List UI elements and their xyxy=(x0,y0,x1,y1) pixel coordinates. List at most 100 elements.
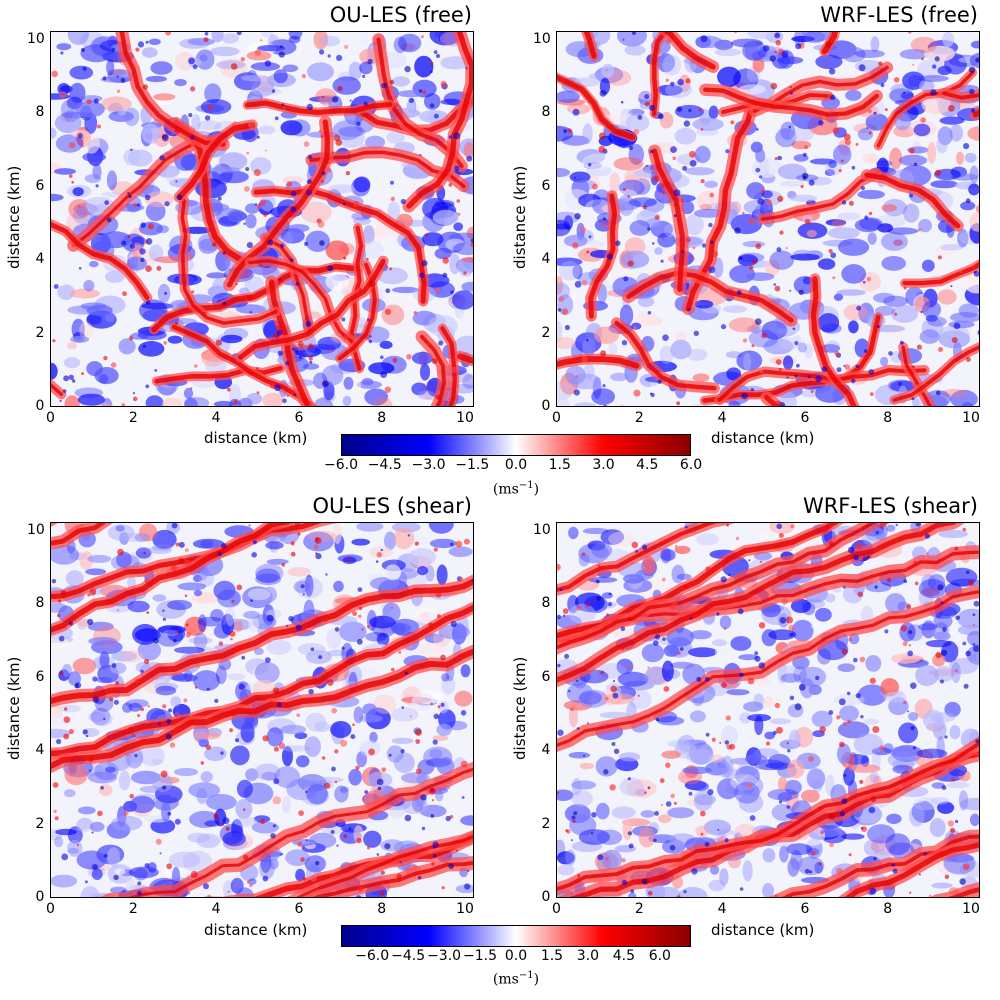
field-speckle xyxy=(390,196,395,202)
field-speckle xyxy=(330,830,335,834)
field-blob xyxy=(662,54,682,76)
field-speckle xyxy=(788,624,795,632)
field-blob xyxy=(761,320,788,340)
field-speckle xyxy=(600,670,604,675)
field-speckle xyxy=(432,739,438,745)
field-speckle xyxy=(178,557,184,564)
field-blob xyxy=(54,836,64,848)
field-blob xyxy=(734,781,760,804)
field-speckle xyxy=(142,84,148,90)
field-speckle xyxy=(765,199,773,206)
field-blob xyxy=(817,648,832,665)
field-speckle xyxy=(823,65,826,69)
field-speckle xyxy=(183,698,188,703)
field-speckle xyxy=(652,640,659,646)
field-blob xyxy=(825,774,835,797)
field-speckle xyxy=(962,863,970,871)
field-speckle xyxy=(321,95,325,99)
field-speckle xyxy=(660,259,664,263)
field-speckle xyxy=(243,854,249,860)
field-blob xyxy=(780,665,795,674)
field-speckle xyxy=(175,630,179,634)
field-blob xyxy=(694,794,716,806)
field-blob xyxy=(360,32,369,48)
field-blob xyxy=(608,342,618,356)
field-speckle xyxy=(950,827,956,833)
y-tick-label: 10 xyxy=(533,521,551,538)
field-blob xyxy=(710,865,720,875)
panel-title: WRF-LES (free) xyxy=(820,3,978,27)
field-blob xyxy=(848,320,859,334)
field-blob xyxy=(188,637,213,644)
field-speckle xyxy=(348,827,352,831)
field-speckle xyxy=(748,217,756,225)
field-blob xyxy=(568,603,596,625)
field-speckle xyxy=(336,54,343,61)
field-speckle xyxy=(603,404,608,406)
field-speckle xyxy=(473,110,474,113)
updraft-core xyxy=(180,198,278,325)
field-speckle xyxy=(282,107,285,110)
field-speckle xyxy=(627,831,632,836)
field-blob xyxy=(616,658,634,675)
field-blob xyxy=(919,329,940,344)
field-speckle xyxy=(910,682,917,689)
field-speckle xyxy=(631,32,637,36)
field-blob xyxy=(51,193,64,202)
field-speckle xyxy=(128,194,132,198)
field-blob xyxy=(199,54,208,62)
field-speckle xyxy=(562,608,569,614)
field-blob xyxy=(87,771,118,784)
field-speckle xyxy=(460,710,467,716)
field-blob xyxy=(205,794,237,811)
field-speckle xyxy=(415,768,422,775)
field-blob xyxy=(210,46,240,57)
field-speckle xyxy=(804,868,810,874)
field-speckle xyxy=(144,194,151,201)
colorbar-tick-label: −3.0 xyxy=(427,948,462,964)
field-blob xyxy=(428,523,454,534)
field-speckle xyxy=(174,818,181,825)
field-blob xyxy=(557,380,573,401)
field-speckle xyxy=(404,65,411,73)
field-blob xyxy=(806,229,817,238)
field-blob xyxy=(666,627,694,647)
field-speckle xyxy=(140,222,146,228)
field-speckle xyxy=(264,657,271,663)
field-speckle xyxy=(329,349,333,353)
field-speckle xyxy=(859,779,864,784)
field-blob xyxy=(916,748,948,759)
field-speckle xyxy=(971,108,975,113)
field-blob xyxy=(107,847,121,867)
field-blob xyxy=(184,616,207,636)
field-speckle xyxy=(954,546,959,551)
field-speckle xyxy=(250,599,253,602)
field-blob xyxy=(582,338,596,357)
field-speckle xyxy=(911,365,915,369)
field-speckle xyxy=(433,713,440,720)
field-speckle xyxy=(450,620,457,628)
y-tick-label: 2 xyxy=(541,815,551,832)
field-blob xyxy=(777,163,807,180)
field-speckle xyxy=(448,863,455,869)
field-speckle xyxy=(298,356,302,359)
field-blob xyxy=(812,779,823,792)
field-speckle xyxy=(851,165,856,170)
field-blob xyxy=(967,126,979,141)
field-blob xyxy=(206,272,228,279)
field-blob xyxy=(211,32,224,43)
field-speckle xyxy=(810,390,814,393)
field-speckle xyxy=(870,392,874,396)
field-speckle xyxy=(326,679,334,686)
field-speckle xyxy=(855,693,861,699)
field-speckle xyxy=(700,179,705,184)
field-blob xyxy=(245,658,269,675)
y-tick-label: 0 xyxy=(541,398,551,414)
field-blob xyxy=(54,112,82,134)
field-speckle xyxy=(401,706,405,709)
field-blob xyxy=(162,397,183,406)
field-speckle xyxy=(913,560,918,565)
y-tick-label: 8 xyxy=(35,595,45,612)
field-speckle xyxy=(428,622,433,628)
field-speckle xyxy=(665,762,671,768)
